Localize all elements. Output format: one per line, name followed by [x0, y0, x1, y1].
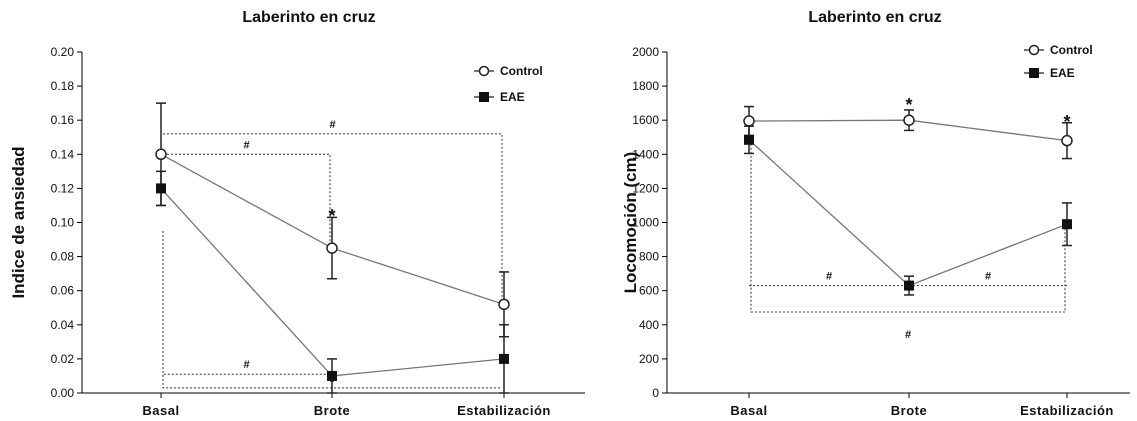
y-tick-label: 200 [639, 352, 659, 366]
data-point-eae [327, 370, 337, 381]
significance-label: # [329, 119, 335, 131]
significance-label: # [905, 329, 911, 341]
data-point-control [155, 148, 167, 161]
y-tick-label: 1200 [632, 181, 659, 195]
significance-star: * [1063, 112, 1070, 132]
significance-bracket [162, 231, 330, 375]
y-tick-label: 0.00 [51, 386, 75, 400]
significance-label: # [243, 359, 249, 371]
legend-marker-eae [1029, 68, 1039, 78]
y-tick-label: 0.04 [51, 318, 75, 332]
legend-label: Control [1050, 43, 1093, 57]
y-tick-label: 800 [639, 250, 659, 264]
y-tick-label: 0.08 [51, 250, 75, 264]
significance-star: * [905, 95, 912, 115]
significance-star: * [328, 206, 335, 226]
x-tick-label: Brote [314, 403, 350, 418]
y-tick-label: 0.14 [51, 147, 75, 161]
legend-marker-control [478, 65, 490, 77]
y-tick-label: 1000 [632, 216, 659, 230]
data-point-eae [904, 280, 914, 291]
y-tick-label: 0.12 [51, 181, 75, 195]
y-tick-label: 0.10 [51, 216, 75, 230]
x-tick-label: Basal [730, 403, 767, 418]
x-tick-label: Basal [142, 403, 179, 418]
data-point-eae [744, 134, 754, 145]
data-point-control [1061, 134, 1073, 147]
legend-marker-eae [479, 92, 489, 102]
chart-anxiety: Laberinto en cruz Indice de ansiedad 0.00 0… [9, 9, 585, 418]
legend-label: EAE [500, 90, 525, 104]
data-point-eae [156, 183, 166, 194]
x-tick-label: Brote [891, 403, 927, 418]
chart-locomotion: Laberinto en cruz Locomoción (cm) 0 200 400 6… [621, 9, 1130, 418]
y-tick-label: 1800 [632, 79, 659, 93]
significance-bracket [750, 139, 1066, 313]
y-tick-label: 0.20 [51, 45, 75, 59]
data-point-eae [499, 353, 509, 364]
data-point-control [498, 298, 510, 311]
y-tick-label: 400 [639, 318, 659, 332]
significance-label: # [985, 271, 991, 283]
y-tick-label: 0.18 [51, 79, 75, 93]
data-point-control [743, 115, 755, 127]
y-tick-label: 0.06 [51, 284, 75, 298]
chart-title: Laberinto en cruz [242, 9, 375, 26]
data-point-control [903, 114, 915, 126]
y-tick-label: 1400 [632, 147, 659, 161]
series-line-eae [748, 139, 1068, 287]
x-tick-label: Estabilización [457, 403, 551, 418]
significance-bracket [162, 231, 502, 389]
y-axis-label: Indice de ansiedad [9, 146, 28, 298]
data-point-control [326, 242, 338, 254]
data-point-eae [1062, 219, 1072, 230]
y-axis-label: Locomoción (cm) [621, 152, 640, 294]
legend-label: EAE [1050, 66, 1075, 80]
significance-label: # [826, 271, 832, 283]
significance-bracket [163, 133, 503, 305]
x-tick-label: Estabilización [1020, 403, 1114, 418]
y-tick-label: 2000 [632, 45, 659, 59]
legend-marker-control [1028, 44, 1040, 56]
y-tick-label: 0.16 [51, 113, 75, 127]
y-tick-label: 0.02 [51, 352, 75, 366]
y-tick-label: 1600 [632, 113, 659, 127]
y-tick-label: 0 [652, 386, 659, 400]
y-tick-label: 600 [639, 284, 659, 298]
legend-label: Control [500, 64, 543, 78]
chart-title: Laberinto en cruz [808, 9, 941, 26]
significance-label: # [243, 139, 249, 151]
